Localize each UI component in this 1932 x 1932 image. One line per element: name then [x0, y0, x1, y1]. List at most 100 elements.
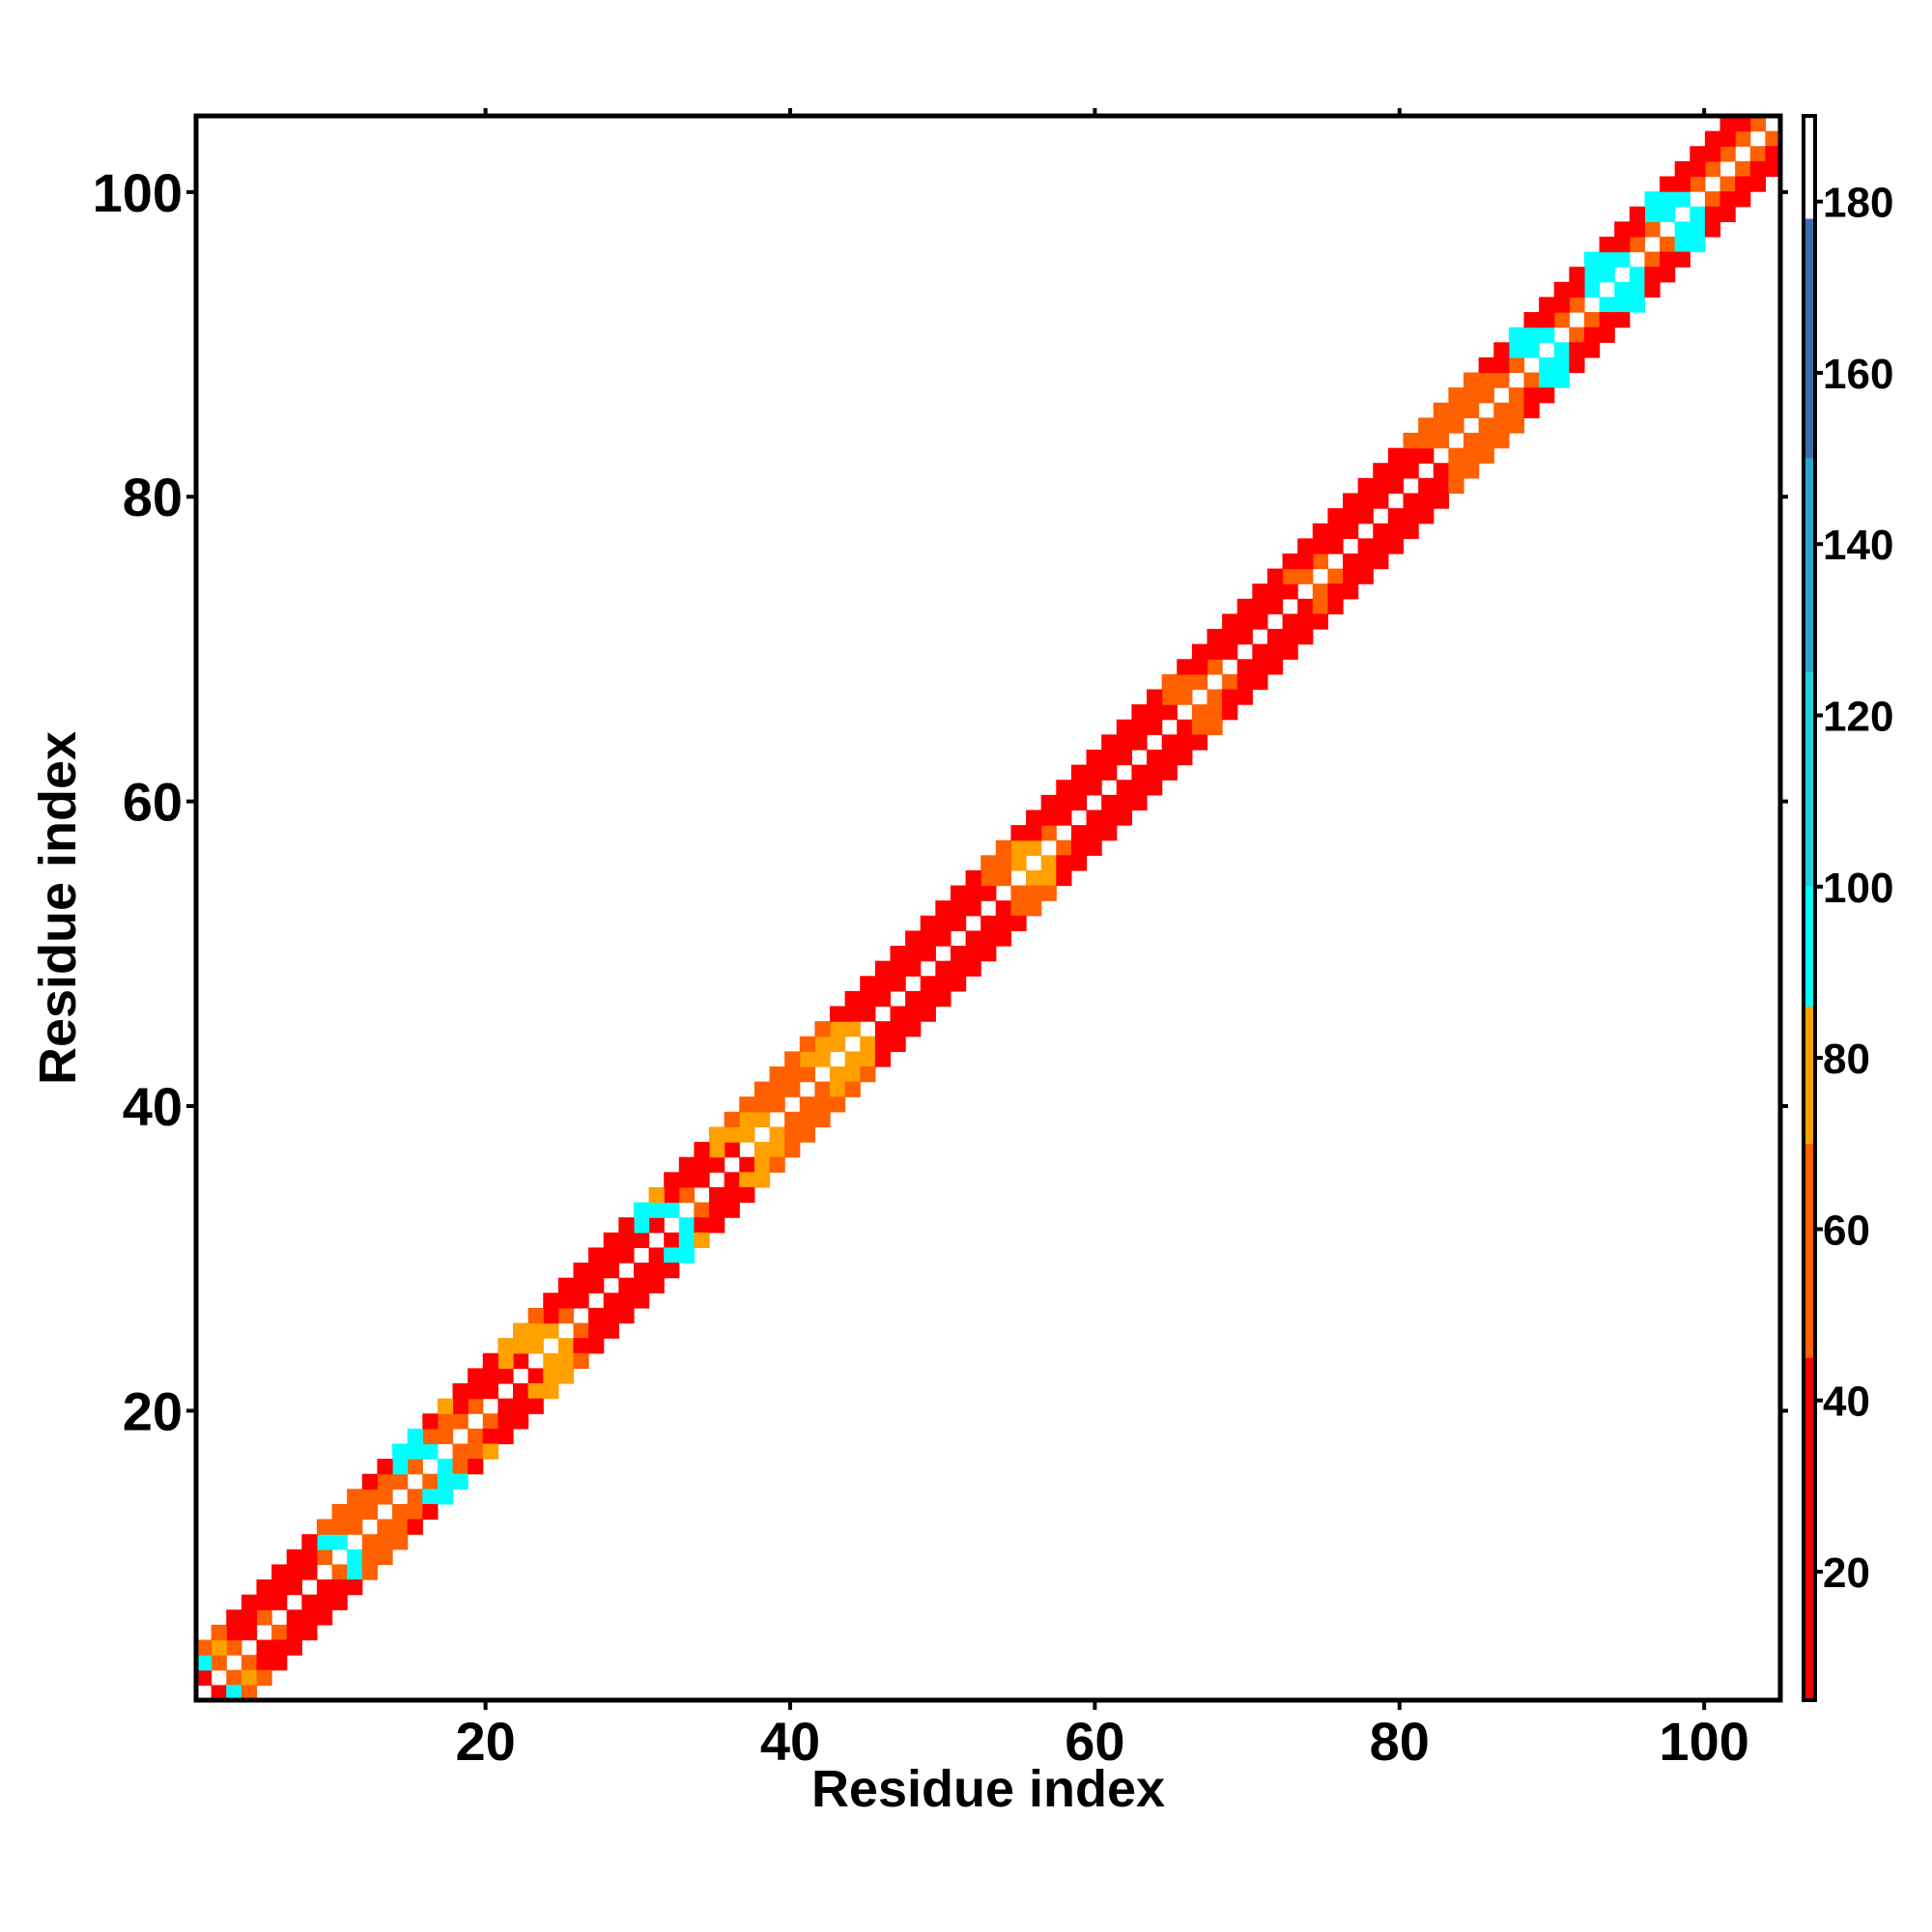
heatmap-cell [1749, 176, 1766, 192]
heatmap-cell [1403, 508, 1419, 525]
heatmap-cell [905, 960, 922, 977]
heatmap-cell [920, 930, 936, 947]
heatmap-cell [1583, 251, 1601, 268]
heatmap-cell [468, 1368, 484, 1384]
heatmap-cell [422, 1413, 439, 1430]
heatmap-cell [1493, 402, 1510, 418]
heatmap-cell [1553, 372, 1570, 388]
heatmap-cell [1418, 433, 1435, 449]
heatmap-cell [1765, 160, 1781, 178]
y-axis-label: Residue index [29, 731, 87, 1085]
heatmap-cell [1629, 206, 1646, 222]
heatmap-cell [1282, 629, 1298, 645]
heatmap-cell [1433, 477, 1449, 495]
heatmap-cell [361, 1473, 379, 1490]
colorbar-segment [1804, 458, 1815, 673]
heatmap-cell [557, 1368, 575, 1384]
heatmap-cell [830, 1066, 846, 1083]
x-tick-label: 80 [1370, 1711, 1430, 1772]
heatmap-cell [1312, 523, 1329, 539]
heatmap-cell [1463, 433, 1480, 449]
colorbar-tick-label: 100 [1823, 865, 1893, 912]
heatmap-cell [452, 1443, 469, 1460]
heatmap-cell [1026, 825, 1042, 841]
heatmap-cell [1569, 297, 1585, 313]
heatmap-cell [286, 1624, 302, 1641]
heatmap-cell [1523, 402, 1540, 418]
heatmap-cell [497, 1368, 514, 1384]
heatmap-cell [468, 1428, 484, 1445]
heatmap-cell [664, 1172, 680, 1188]
heatmap-cell [633, 1232, 650, 1249]
heatmap-cell [557, 1352, 575, 1369]
heatmap-cell [1539, 327, 1555, 343]
heatmap-cell [769, 1096, 785, 1113]
heatmap-cell [603, 1263, 619, 1279]
heatmap-cell [603, 1232, 619, 1249]
heatmap-cell [557, 1293, 575, 1309]
heatmap-cell [1161, 673, 1178, 691]
heatmap-cell [1266, 659, 1284, 675]
heatmap-cell [543, 1293, 559, 1309]
heatmap-cell [1644, 206, 1661, 222]
heatmap-cell [1236, 689, 1253, 705]
heatmap-cell [407, 1428, 423, 1445]
heatmap-cell [1719, 116, 1736, 132]
heatmap-cell [739, 1156, 755, 1173]
heatmap-cell [1222, 613, 1238, 630]
heatmap-cell [920, 976, 936, 992]
heatmap-cell [1660, 206, 1676, 222]
heatmap-cell [1629, 297, 1646, 313]
heatmap-cell [286, 1639, 302, 1656]
heatmap-cell [890, 946, 906, 962]
heatmap-cell [452, 1459, 469, 1475]
heatmap-cell [739, 1096, 755, 1113]
heatmap-cell [452, 1413, 469, 1430]
heatmap-cell [995, 869, 1012, 887]
heatmap-cell [1357, 493, 1374, 509]
heatmap-cell [830, 1081, 846, 1097]
heatmap-cell [1236, 613, 1253, 630]
heatmap-cell [437, 1428, 454, 1445]
heatmap-cell [316, 1609, 333, 1626]
heatmap-cell [1583, 312, 1601, 328]
heatmap-cell [844, 1006, 861, 1022]
heatmap-cell [678, 1232, 696, 1249]
x-tick-label: 40 [760, 1711, 820, 1772]
heatmap-cell [769, 1156, 785, 1173]
heatmap-cell [739, 1126, 755, 1143]
heatmap-cell [678, 1247, 696, 1264]
heatmap-cell [1690, 236, 1706, 253]
heatmap-cell [1177, 673, 1193, 691]
heatmap-cell [1282, 568, 1298, 584]
heatmap-cell [1040, 810, 1057, 826]
heatmap-cell [1010, 855, 1027, 871]
heatmap-cell [1674, 236, 1690, 253]
heatmap-cell [1026, 810, 1042, 826]
heatmap-cell [1448, 447, 1464, 464]
heatmap-cell [1252, 613, 1268, 630]
heatmap-cell [1433, 402, 1449, 418]
heatmap-cell [950, 946, 967, 962]
heatmap-cell [1719, 206, 1736, 222]
colorbar-tick-label: 120 [1823, 694, 1893, 741]
heatmap-cell [1463, 387, 1480, 404]
heatmap-cell [1704, 206, 1721, 222]
heatmap-cell [1236, 673, 1253, 691]
heatmap-cell [1583, 281, 1601, 298]
heatmap-cell [874, 990, 892, 1008]
heatmap-cell [1660, 191, 1676, 208]
colorbar-tick-label: 140 [1823, 522, 1893, 569]
heatmap-cell [844, 1081, 861, 1097]
heatmap-cell [1493, 417, 1510, 434]
heatmap-cell [1357, 568, 1374, 584]
heatmap-cell [1026, 885, 1042, 901]
heatmap-cell [1539, 372, 1555, 388]
heatmap-cell [1236, 629, 1253, 645]
heatmap-cell [1343, 493, 1359, 509]
heatmap-cell [1357, 553, 1374, 570]
heatmap-cell [1040, 825, 1057, 841]
heatmap-cell [1704, 160, 1721, 178]
heatmap-cell [196, 1639, 213, 1656]
heatmap-cell [1539, 356, 1555, 374]
